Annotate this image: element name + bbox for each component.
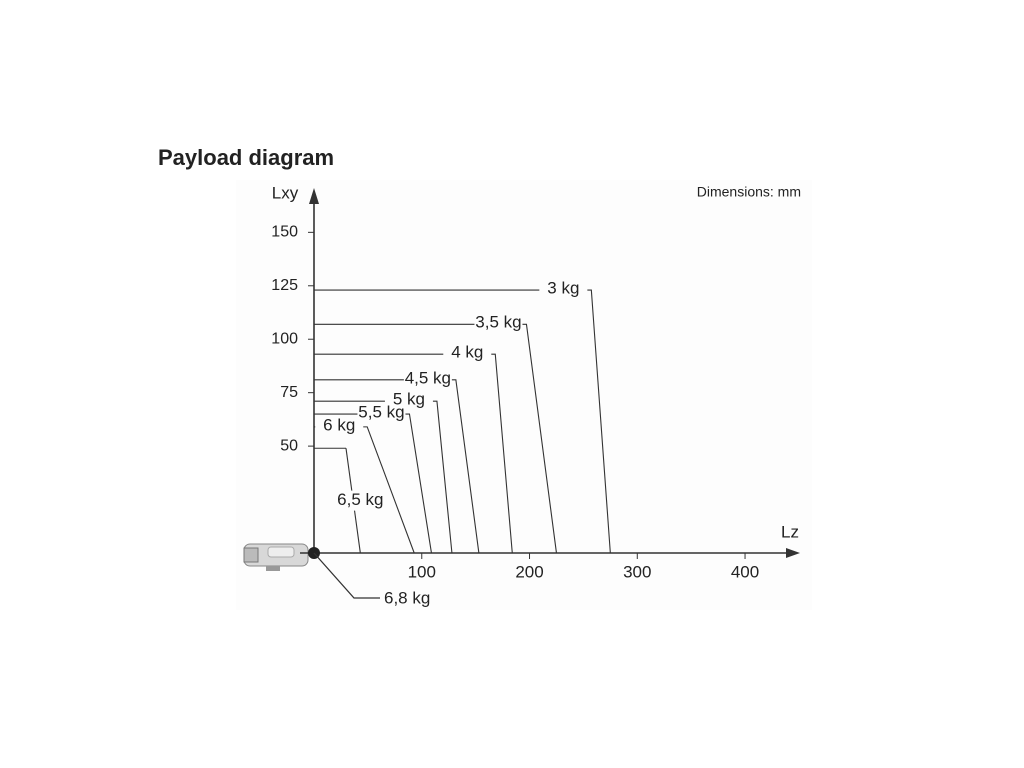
payload-label: 6,8 kg: [384, 588, 430, 607]
payload-lz-line: [405, 413, 433, 554]
payload-label: 3,5 kg: [475, 313, 521, 332]
y-tick-label: 50: [280, 437, 298, 454]
payload-label: 5,5 kg: [358, 403, 404, 422]
payload-lz-line: [363, 426, 415, 554]
y-axis-label: Lxy: [272, 183, 299, 202]
x-axis-label: Lz: [781, 522, 799, 541]
y-tick-label: 75: [280, 384, 298, 401]
x-axis-arrow: [786, 548, 800, 558]
x-tick-label: 100: [408, 562, 436, 581]
payload-leader: [313, 552, 380, 599]
label-backing: [330, 490, 383, 511]
payload-lz-line: [587, 289, 611, 554]
payload-lz-line: [432, 400, 453, 554]
y-axis-arrow: [309, 188, 319, 204]
gripper-icon: [243, 543, 309, 571]
payload-label: 3 kg: [547, 279, 579, 298]
plot-background: [236, 180, 812, 610]
y-tick-label: 150: [271, 224, 298, 241]
payload-label: 5 kg: [393, 390, 425, 409]
y-tick-label: 125: [271, 277, 298, 294]
x-tick-label: 200: [515, 562, 543, 581]
payload-label: 6 kg: [323, 415, 355, 434]
payload-lz-line: [522, 323, 558, 554]
payload-label: 6,5 kg: [337, 490, 383, 509]
y-tick-label: 100: [271, 330, 298, 347]
chart-title: Payload diagram: [158, 145, 334, 170]
payload-lz-line: [491, 353, 513, 554]
dimensions-note: Dimensions: mm: [697, 184, 801, 200]
payload-label: 4,5 kg: [405, 368, 451, 387]
x-tick-label: 400: [731, 562, 759, 581]
payload-label: 4 kg: [451, 343, 483, 362]
x-tick-label: 300: [623, 562, 651, 581]
payload-lz-line: [451, 379, 480, 554]
